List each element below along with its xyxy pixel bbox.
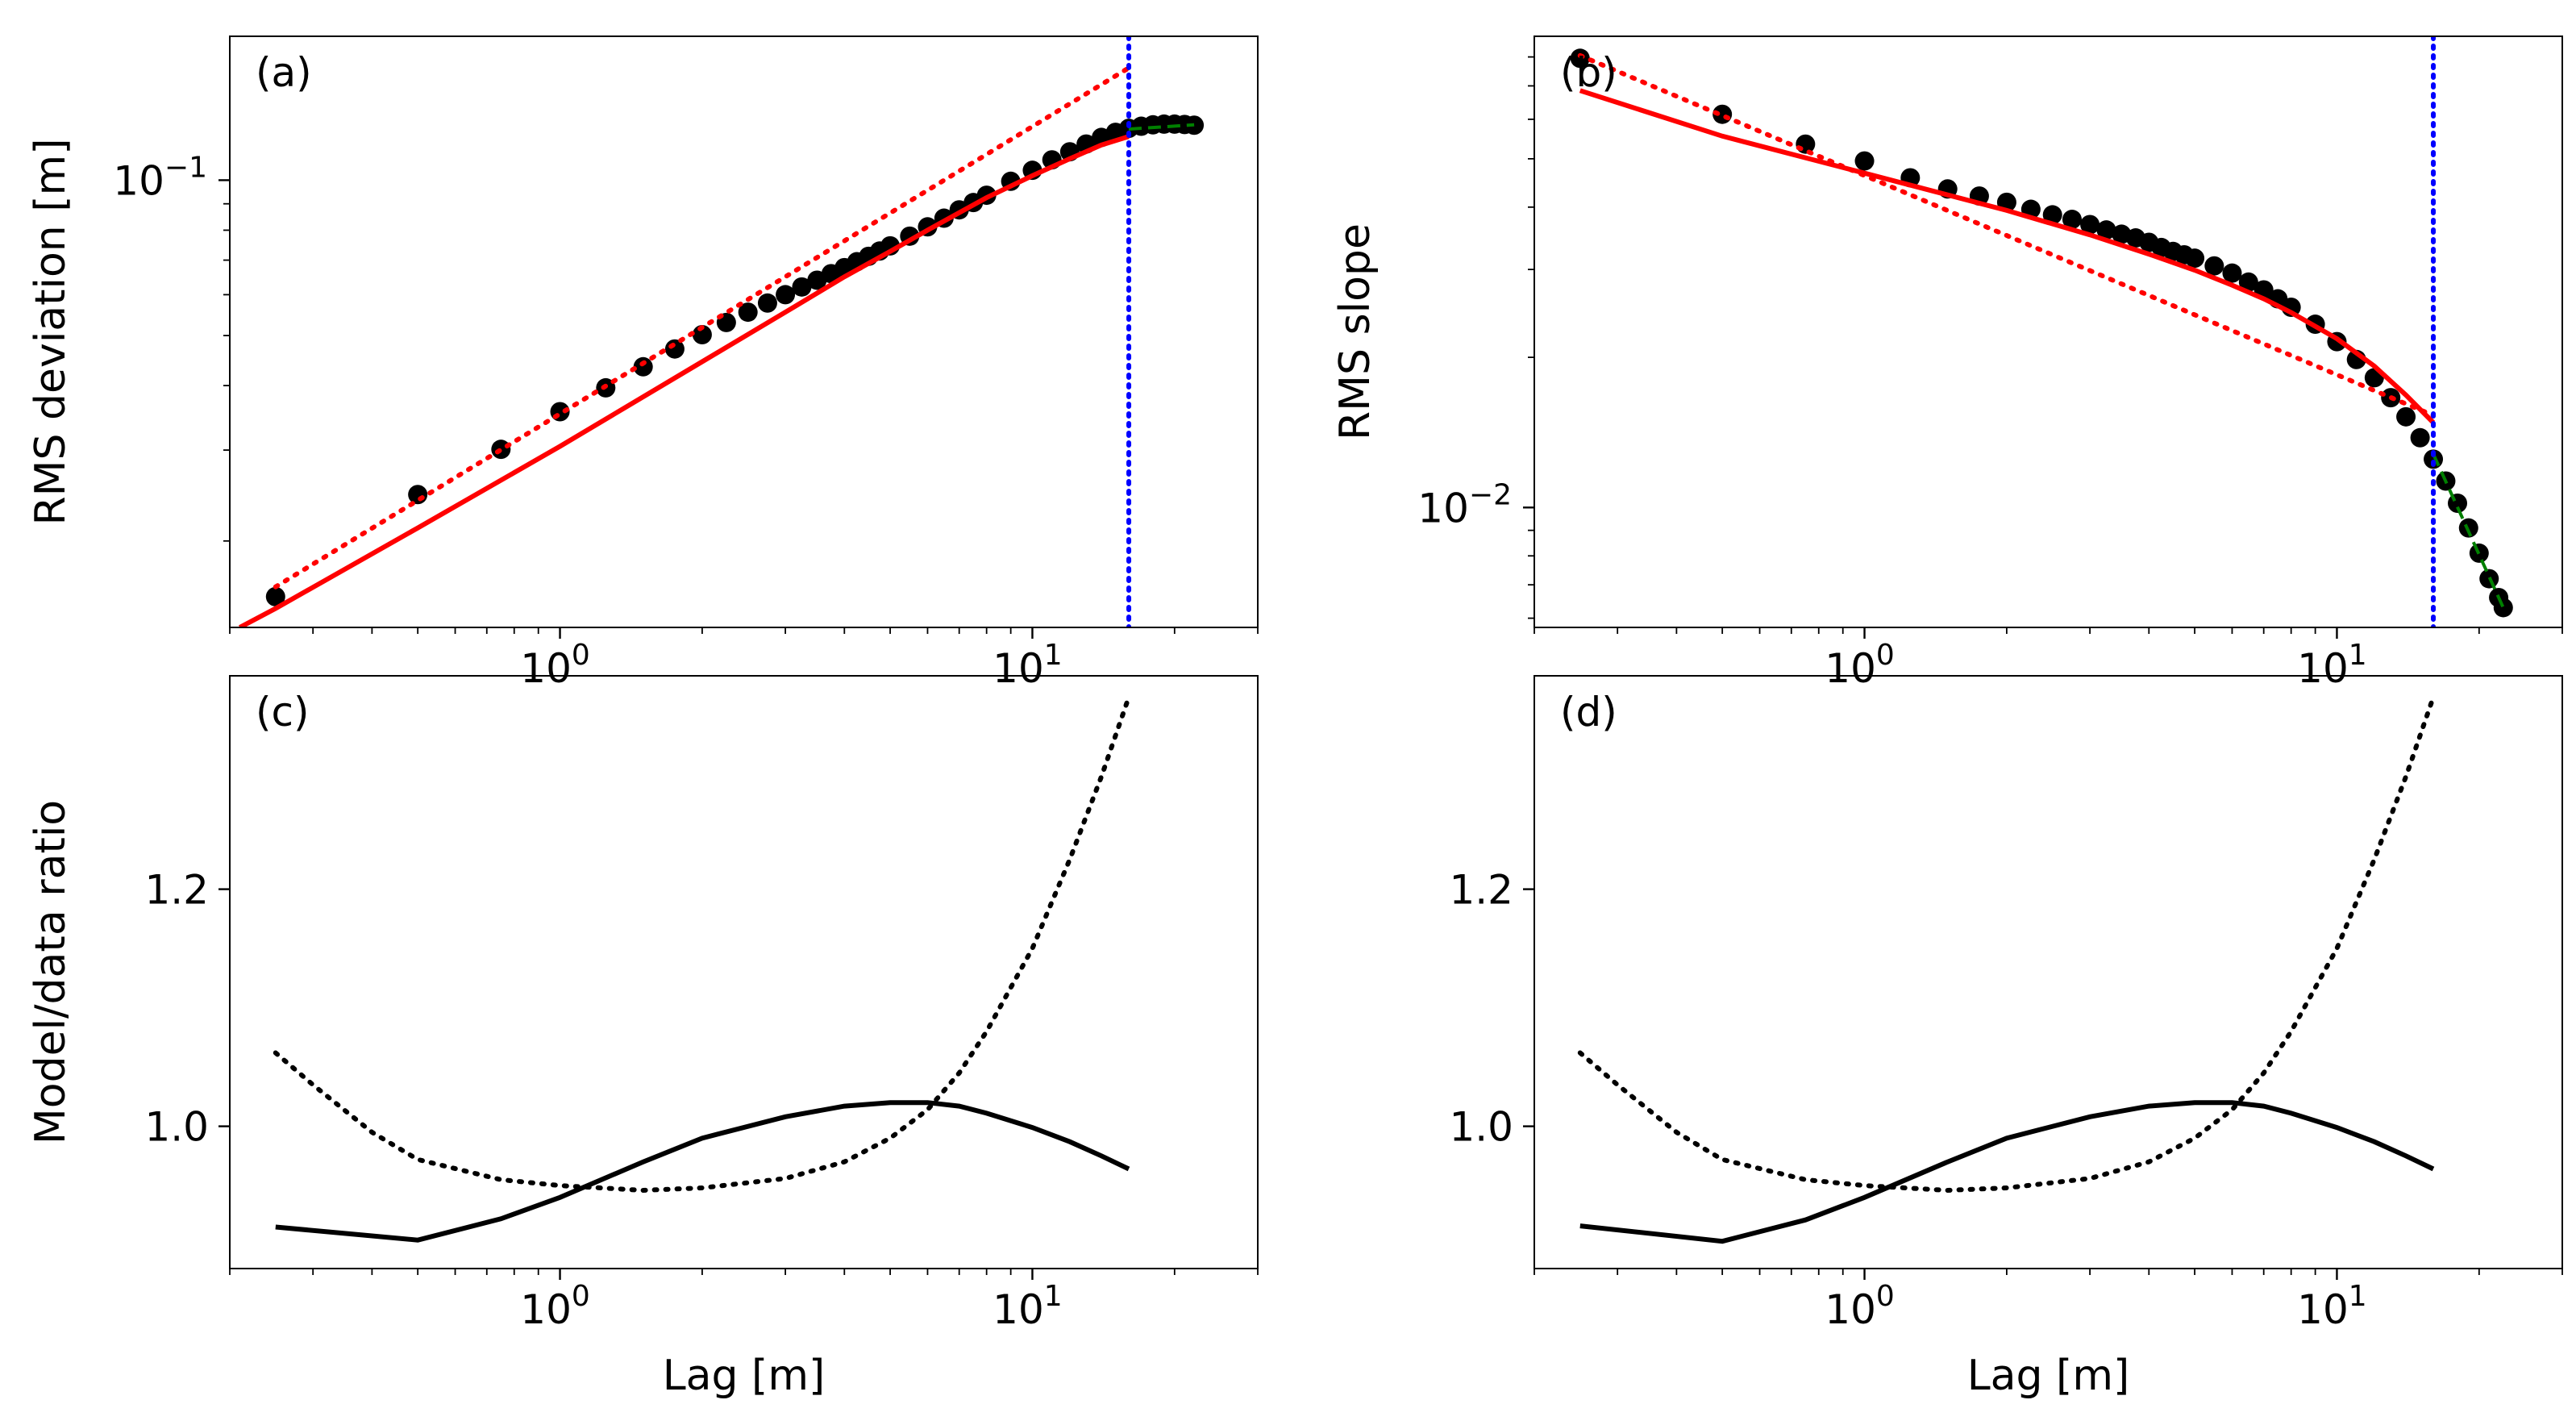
x-axis-label: Lag [m]: [1967, 1352, 2130, 1400]
series-model-ratio: [275, 1100, 1130, 1243]
data-point: [664, 339, 685, 359]
data-point: [757, 293, 777, 313]
panel-label: (b): [1560, 49, 1617, 96]
y-axis-label: RMS deviation [m]: [27, 139, 75, 526]
series-model-ratio: [1579, 1100, 2435, 1244]
x-tick-label: 100: [520, 639, 590, 692]
x-tick-label: 101: [2297, 1280, 2367, 1333]
y-tick-label: 1.0: [1449, 1104, 1513, 1151]
data-point: [2204, 256, 2224, 276]
panel-label: (d): [1560, 689, 1617, 735]
panel-a: 100 101 10−1 (a) RMS deviation [m]: [27, 35, 1259, 692]
data-point: [776, 285, 796, 305]
x-tick-label: 100: [1825, 639, 1895, 692]
y-tick-label: 10−1: [113, 151, 207, 204]
series-power-law-ratio: [1577, 694, 2436, 1194]
y-tick-label: 10−2: [1417, 478, 1512, 531]
axes-frame: [1534, 675, 2563, 1269]
panel-label: (a): [256, 49, 312, 96]
data-point: [792, 277, 812, 297]
data-point: [633, 356, 653, 377]
y-axis-label: Model/data ratio: [27, 800, 75, 1144]
data-point: [2080, 215, 2100, 235]
plot-area: [1577, 694, 2436, 1244]
x-tick-label: 101: [993, 639, 1063, 692]
y-tick-label: 1.2: [144, 867, 209, 914]
data-point: [2222, 263, 2242, 283]
x-axis-label: Lag [m]: [663, 1352, 826, 1400]
panel-label: (c): [256, 689, 310, 735]
y-tick-label: 1.0: [144, 1104, 209, 1151]
data-point: [1570, 48, 1590, 69]
data-point: [2096, 220, 2116, 240]
data-point: [408, 485, 428, 505]
data-point: [265, 586, 285, 606]
data-point: [692, 324, 712, 344]
axes-frame: [229, 675, 1259, 1269]
x-tick-label: 100: [520, 1280, 590, 1333]
data-point: [2396, 406, 2416, 427]
series-power-law-fit: [1577, 52, 2436, 419]
x-tick-label: 101: [2297, 639, 2367, 692]
x-tick-label: 100: [1825, 1280, 1895, 1333]
data-point: [2042, 205, 2062, 225]
series-power-law-ratio: [273, 694, 1131, 1194]
data-point: [2062, 210, 2082, 230]
series-saturation: [2432, 453, 2505, 609]
plot-area: [1570, 36, 2513, 627]
y-axis-label: RMS slope: [1331, 223, 1380, 440]
panel-b: 100 101 10−2 (b) RMS slope: [1331, 35, 2563, 692]
panel-c: 100 101 1.0 1.2 (c) Model/data ratio Lag [m]: [27, 675, 1259, 1400]
panel-d: 100 101 1.0 1.2 (d) Lag [m]: [1449, 675, 2563, 1400]
axes-frame: [229, 35, 1259, 628]
y-tick-label: 1.2: [1449, 867, 1513, 914]
data-point: [738, 302, 758, 323]
plot-area: [273, 694, 1131, 1243]
data-point: [2185, 248, 2205, 269]
plot-area: [238, 36, 1205, 627]
data-point: [2493, 598, 2513, 618]
series-model-fit: [238, 134, 1130, 627]
axes-frame: [1534, 35, 2563, 628]
x-tick-label: 101: [993, 1280, 1063, 1333]
data-point: [2410, 427, 2430, 448]
series-model-fit: [1579, 88, 2436, 425]
data-point: [1854, 151, 1875, 171]
series-power-law-fit: [273, 65, 1131, 590]
data-point: [2238, 272, 2258, 292]
series-saturation: [1128, 123, 1195, 131]
